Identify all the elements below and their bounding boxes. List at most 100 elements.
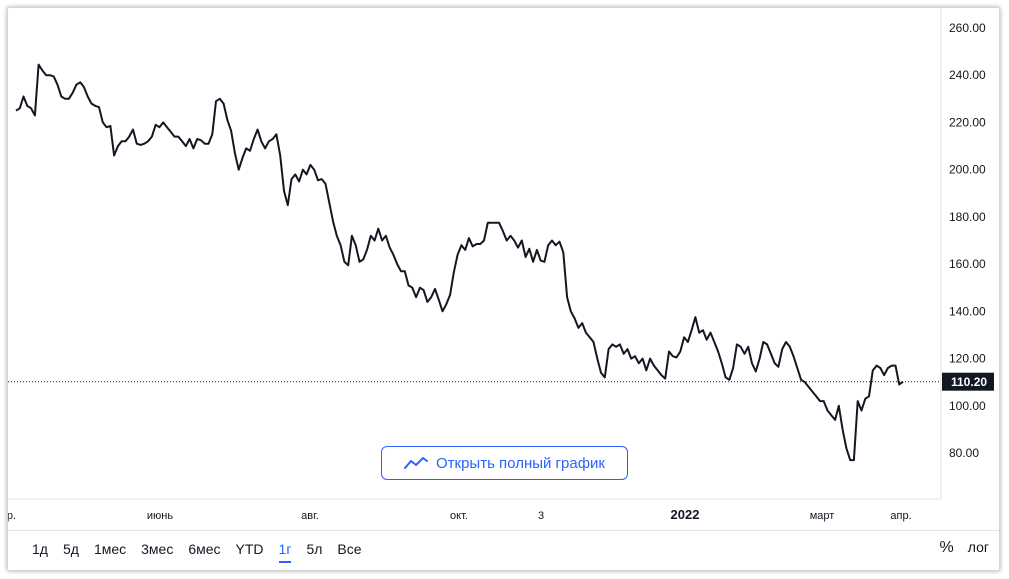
data-point bbox=[785, 341, 787, 343]
data-point bbox=[717, 351, 719, 353]
data-point bbox=[192, 147, 194, 149]
data-point bbox=[170, 131, 172, 133]
data-point bbox=[713, 341, 715, 343]
data-point bbox=[49, 74, 51, 76]
data-point bbox=[679, 351, 681, 353]
data-point bbox=[385, 235, 387, 237]
data-point bbox=[668, 351, 670, 353]
data-point bbox=[845, 447, 847, 449]
data-point bbox=[793, 355, 795, 357]
data-point bbox=[687, 341, 689, 343]
y-tick-label: 220.00 bbox=[949, 115, 986, 129]
data-point bbox=[804, 381, 806, 383]
data-point bbox=[64, 98, 66, 100]
data-point bbox=[472, 245, 474, 247]
data-point bbox=[834, 419, 836, 421]
data-point bbox=[642, 358, 644, 360]
period-button[interactable]: 1г bbox=[273, 539, 298, 563]
data-point bbox=[260, 140, 262, 142]
percent-scale-toggle[interactable]: % bbox=[939, 539, 954, 556]
data-point bbox=[321, 178, 323, 180]
data-point bbox=[189, 138, 191, 140]
data-point bbox=[868, 395, 870, 397]
data-point bbox=[340, 244, 342, 246]
period-button[interactable]: Все bbox=[337, 541, 362, 557]
data-point bbox=[732, 367, 734, 369]
period-button[interactable]: YTD bbox=[235, 541, 264, 557]
y-tick-label: 240.00 bbox=[949, 68, 986, 82]
data-point bbox=[891, 365, 893, 367]
data-point bbox=[91, 103, 93, 105]
data-point bbox=[234, 152, 236, 154]
data-point bbox=[653, 365, 655, 367]
data-point bbox=[770, 353, 772, 355]
data-point bbox=[823, 400, 825, 402]
price-chart: 80.00 100.00 120.00 140.00 160.00 180.00 200.0… bbox=[8, 8, 994, 522]
data-point bbox=[79, 81, 81, 83]
data-point bbox=[392, 254, 394, 256]
x-tick-label: апр. bbox=[8, 510, 16, 522]
data-point bbox=[87, 96, 89, 98]
period-button[interactable]: 1д bbox=[32, 541, 48, 557]
data-point bbox=[547, 244, 549, 246]
open-full-chart-button[interactable]: Открыть полный график bbox=[381, 446, 628, 480]
y-tick-label: 180.00 bbox=[949, 210, 986, 224]
data-point bbox=[664, 378, 666, 380]
data-point bbox=[347, 264, 349, 266]
period-button[interactable]: 5д bbox=[62, 541, 79, 557]
data-point bbox=[789, 346, 791, 348]
data-point bbox=[502, 230, 504, 232]
data-point bbox=[532, 261, 534, 263]
data-point bbox=[298, 181, 300, 183]
data-point bbox=[766, 343, 768, 345]
data-point bbox=[434, 288, 436, 290]
data-point bbox=[872, 369, 874, 371]
x-tick-label: март bbox=[810, 510, 835, 522]
data-point bbox=[426, 301, 428, 303]
trend-line-icon bbox=[403, 457, 428, 469]
period-button[interactable]: 3мес bbox=[141, 541, 174, 557]
data-point bbox=[257, 129, 259, 131]
data-point bbox=[759, 358, 761, 360]
data-point bbox=[121, 140, 123, 142]
period-button[interactable]: 5л bbox=[306, 541, 323, 557]
period-button[interactable]: 1мес bbox=[93, 541, 127, 557]
data-point bbox=[747, 346, 749, 348]
data-point bbox=[53, 75, 55, 77]
data-point bbox=[162, 121, 164, 123]
data-point bbox=[902, 381, 904, 383]
data-point bbox=[396, 263, 398, 265]
data-point bbox=[117, 145, 119, 147]
data-point bbox=[389, 247, 391, 249]
data-point bbox=[343, 261, 345, 263]
data-point bbox=[800, 379, 802, 381]
data-point bbox=[740, 346, 742, 348]
period-button[interactable]: 6мес bbox=[188, 541, 221, 557]
data-point bbox=[849, 459, 851, 461]
data-point bbox=[196, 138, 198, 140]
data-point bbox=[325, 183, 327, 185]
log-scale-toggle[interactable]: лог bbox=[967, 539, 989, 555]
data-point bbox=[249, 150, 251, 152]
data-point bbox=[23, 96, 25, 98]
data-point bbox=[517, 247, 519, 249]
data-point bbox=[174, 136, 176, 138]
data-point bbox=[377, 228, 379, 230]
data-point bbox=[585, 332, 587, 334]
data-point bbox=[898, 384, 900, 386]
data-point bbox=[185, 145, 187, 147]
data-point bbox=[630, 358, 632, 360]
open-full-chart-label: Открыть полный график bbox=[435, 454, 605, 472]
data-point bbox=[98, 106, 100, 108]
data-point bbox=[506, 240, 508, 242]
data-point bbox=[744, 353, 746, 355]
data-point bbox=[253, 138, 255, 140]
data-point bbox=[627, 348, 629, 350]
data-point bbox=[660, 374, 662, 376]
data-point bbox=[313, 169, 315, 171]
data-point bbox=[876, 365, 878, 367]
data-point bbox=[287, 204, 289, 206]
data-point bbox=[853, 459, 855, 461]
data-point bbox=[683, 336, 685, 338]
data-point bbox=[487, 222, 489, 224]
